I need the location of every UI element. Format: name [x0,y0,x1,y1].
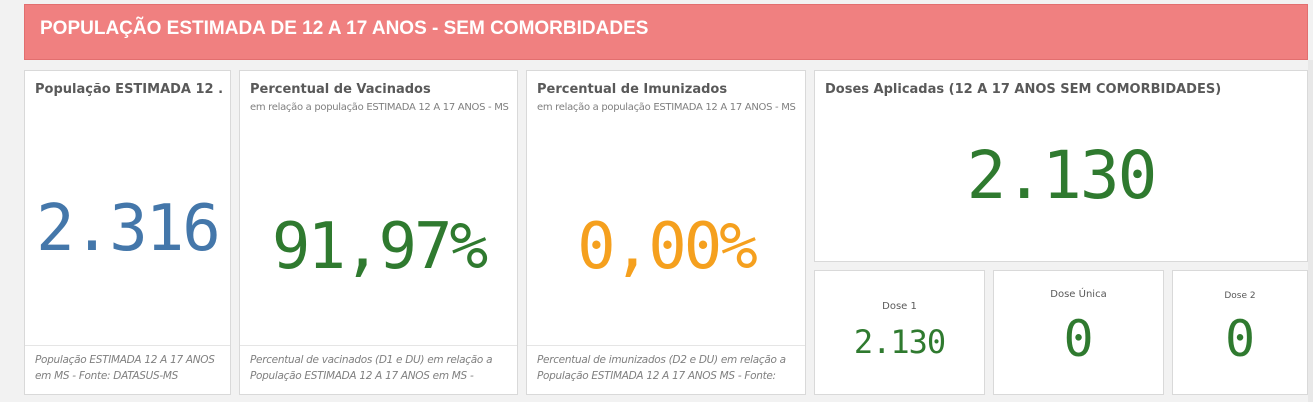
card-label: Dose Única [1050,289,1107,300]
kpi-value-imunizados: 0,00% [577,210,758,284]
card-subtitle: em relação a população ESTIMADA 12 A 17 … [250,102,509,113]
card-footer: População ESTIMADA 12 A 17 ANOS em MS - … [35,354,215,382]
scrollbar-track[interactable] [1308,60,1313,402]
card-title: Percentual de Imunizados [537,82,728,97]
kpi-card-dose-1[interactable]: Dose 1 2.130 [814,270,985,395]
kpi-value-vacinados: 91,97% [271,210,488,284]
card-title: Doses Aplicadas (12 A 17 ANOS SEM COMORB… [825,82,1222,97]
card-label: Dose 1 [882,301,917,312]
kpi-value-doses-aplicadas: 2.130 [966,137,1158,214]
kpi-value-dose-unica: 0 [1063,310,1094,368]
kpi-card-populacao[interactable]: População ESTIMADA 12 ... 2.316 Populaçã… [24,70,231,395]
card-footer: Percentual de imunizados (D2 e DU) em re… [537,354,786,382]
card-title: Percentual de Vacinados [250,82,431,97]
kpi-value-dose-1: 2.130 [853,323,946,361]
kpi-value-populacao: 2.316 [36,192,221,266]
footer-divider [527,345,805,346]
footer-divider [25,345,230,346]
section-banner: POPULAÇÃO ESTIMADA DE 12 A 17 ANOS - SEM… [24,4,1308,60]
banner-title: POPULAÇÃO ESTIMADA DE 12 A 17 ANOS - SEM… [40,18,649,39]
kpi-card-vacinados[interactable]: Percentual de Vacinados em relação a pop… [239,70,518,395]
card-title: População ESTIMADA 12 ... [35,82,222,97]
footer-divider [240,345,517,346]
card-label: Dose 2 [1224,291,1256,301]
kpi-card-imunizados[interactable]: Percentual de Imunizados em relação a po… [526,70,806,395]
kpi-card-doses-aplicadas[interactable]: Doses Aplicadas (12 A 17 ANOS SEM COMORB… [814,70,1308,262]
card-subtitle: em relação a população ESTIMADA 12 A 17 … [537,102,796,113]
kpi-card-dose-2[interactable]: Dose 2 0 [1172,270,1308,395]
kpi-card-dose-unica[interactable]: Dose Única 0 [993,270,1164,395]
kpi-value-dose-2: 0 [1224,310,1256,368]
card-footer: Percentual de vacinados (D1 e DU) em rel… [250,354,493,382]
